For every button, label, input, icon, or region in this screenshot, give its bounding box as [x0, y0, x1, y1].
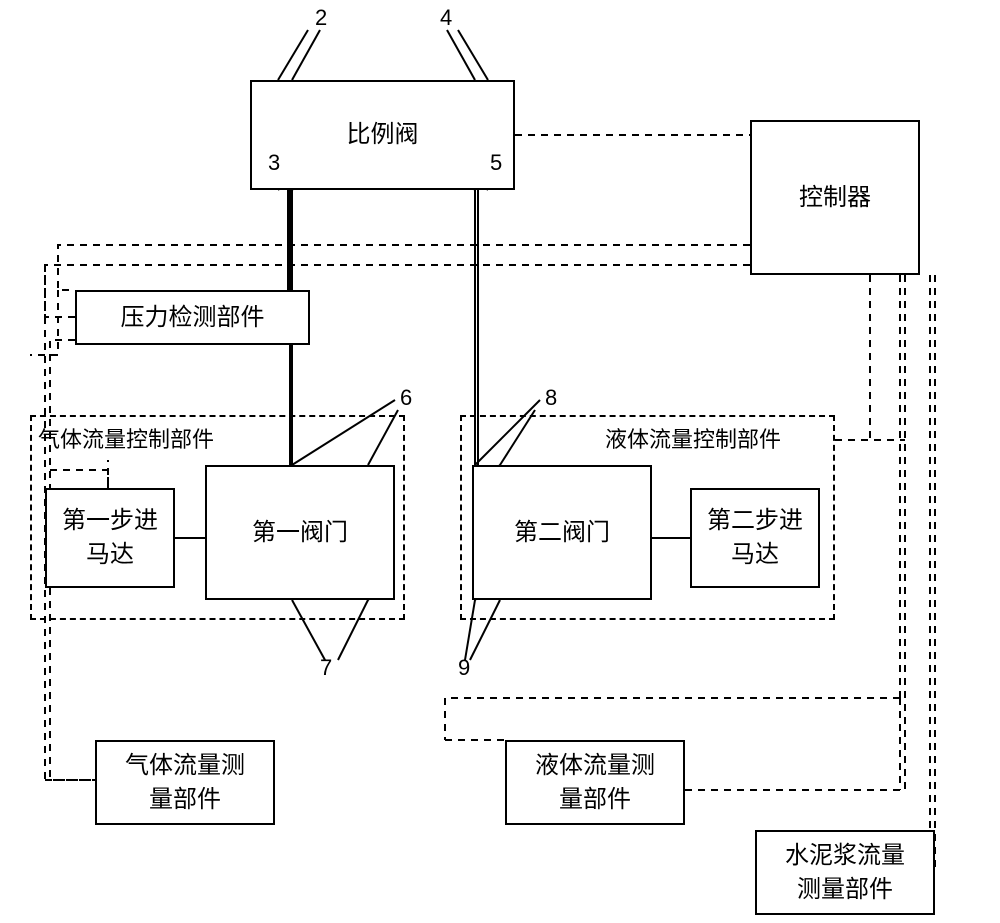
- controller-label: 控制器: [799, 181, 871, 215]
- liquid-flow-measure-box: 液体流量测 量部件: [505, 740, 685, 825]
- cement-flow-measure-box: 水泥浆流量 测量部件: [755, 830, 935, 915]
- cement-flow-measure-label: 水泥浆流量 测量部件: [785, 839, 905, 906]
- gas-flow-control-title: 气体流量控制部件: [38, 425, 214, 456]
- second-valve-label: 第二阀门: [514, 516, 610, 550]
- port-9-num: 9: [458, 655, 470, 681]
- diagram-canvas: 比例阀 控制器 压力检测部件 气体流量控制部件 第一步进 马达 第一阀门 液体流…: [0, 0, 1000, 923]
- second-valve-box: 第二阀门: [472, 465, 652, 600]
- proportional-valve-box: 比例阀: [250, 80, 515, 190]
- pressure-detect-box: 压力检测部件: [75, 290, 310, 345]
- first-step-motor-label: 第一步进 马达: [62, 504, 158, 571]
- proportional-valve-label: 比例阀: [347, 118, 419, 152]
- port-2-num: 2: [315, 5, 327, 31]
- second-step-motor-label: 第二步进 马达: [707, 504, 803, 571]
- first-valve-box: 第一阀门: [205, 465, 395, 600]
- port-6-num: 6: [400, 385, 412, 411]
- first-valve-label: 第一阀门: [252, 516, 348, 550]
- port-4-num: 4: [440, 5, 452, 31]
- gas-flow-measure-label: 气体流量测 量部件: [125, 749, 245, 816]
- controller-box: 控制器: [750, 120, 920, 275]
- liquid-flow-measure-label: 液体流量测 量部件: [535, 749, 655, 816]
- pressure-detect-label: 压力检测部件: [121, 301, 265, 335]
- first-step-motor-box: 第一步进 马达: [45, 488, 175, 588]
- port-7-num: 7: [320, 655, 332, 681]
- liquid-flow-control-title: 液体流量控制部件: [605, 425, 781, 456]
- gas-flow-measure-box: 气体流量测 量部件: [95, 740, 275, 825]
- port-5-num: 5: [490, 150, 502, 176]
- port-8-num: 8: [545, 385, 557, 411]
- port-3-num: 3: [268, 150, 280, 176]
- second-step-motor-box: 第二步进 马达: [690, 488, 820, 588]
